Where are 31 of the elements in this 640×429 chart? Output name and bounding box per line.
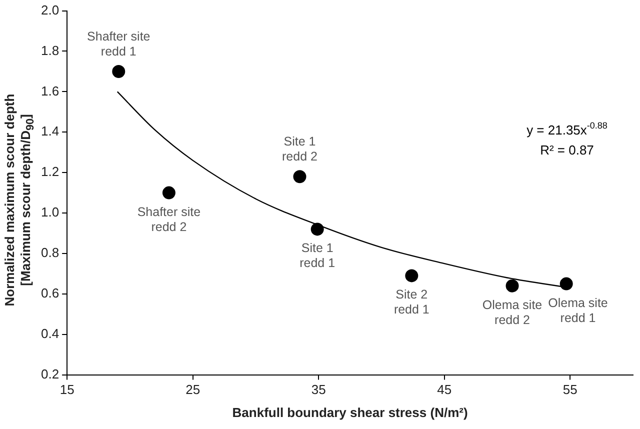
point: [162, 186, 176, 200]
y-tick-label: 1.2: [40, 164, 60, 180]
annotation: Olema site redd 2: [482, 298, 542, 327]
x-tick-label: 35: [311, 382, 326, 398]
point: [293, 170, 306, 184]
x-tick-label: 55: [562, 382, 578, 398]
y-tick-label: 1.4: [40, 124, 60, 139]
annotation: Shafter site redd 1: [87, 29, 150, 58]
y-tick-label: 0.6: [40, 285, 60, 300]
point: [405, 269, 418, 282]
x-tick-label: 15: [60, 382, 74, 398]
point: [560, 277, 573, 290]
y-tick-label: 1.8: [40, 42, 60, 58]
y-tick-label: 0.2: [40, 366, 60, 382]
point: [310, 222, 324, 236]
y-tick-label: 0.8: [40, 245, 60, 260]
y-tick-label: 1.0: [40, 204, 60, 220]
annotation: R² = 0.87: [540, 142, 594, 158]
x-tick-label: 25: [186, 382, 200, 398]
point: [506, 279, 519, 292]
y-tick-label: 1.6: [40, 83, 60, 98]
annotation: Shafter site redd 2: [137, 204, 201, 234]
point: [112, 64, 126, 78]
y-tick-label: 2.0: [40, 2, 60, 18]
y-tick-label: 0.4: [40, 326, 60, 341]
annotation: Olema site redd 1: [548, 296, 608, 325]
annotation: Site 2 redd 1: [394, 288, 430, 317]
x-tick-label: 45: [437, 382, 452, 398]
annotation: Site 1 redd 1: [300, 241, 336, 270]
annotation: Site 1 redd 2: [282, 134, 318, 164]
x-axis-title: Bankfull boundary shear stress (N/m²): [232, 404, 468, 420]
